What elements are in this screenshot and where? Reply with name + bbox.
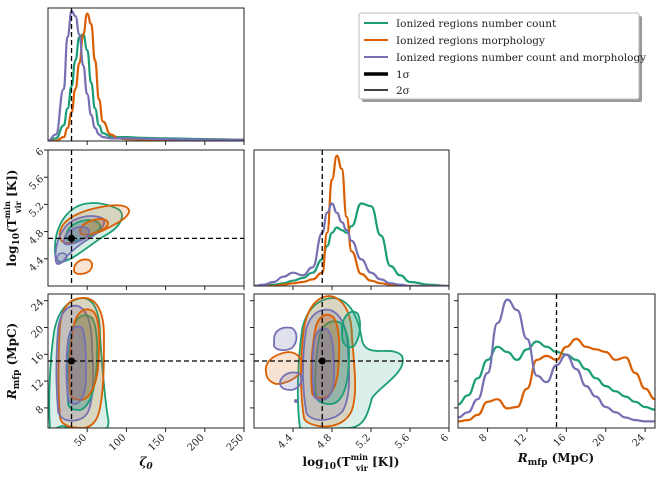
tvir-marginal-green <box>254 202 449 286</box>
panel-rmfp-vs-zeta <box>48 294 244 428</box>
x-tick-label-tvir: 5.6 <box>393 432 412 451</box>
x-tick-label-rmfp: 20 <box>591 432 608 449</box>
legend-label-purple: Ionized regions number count and morphol… <box>396 52 646 64</box>
truth-point <box>318 357 326 365</box>
y-tick-label-tvir: 4.8 <box>27 228 46 247</box>
zeta-marginal-green <box>48 33 244 141</box>
legend-label-green: Ionized regions number count <box>396 18 557 30</box>
panel-rmfp-vs-tvir <box>254 294 449 428</box>
x-tick-label-tvir: 6 <box>439 432 451 444</box>
contour-2sigma-purple-lobe-low <box>279 371 303 391</box>
contour-2sigma-green <box>48 297 110 428</box>
y-tick-label-tvir: 4.4 <box>27 255 46 274</box>
panel-rmfp-zeta-frame <box>47 293 245 429</box>
y-tick-label-tvir: 5.2 <box>27 201 46 220</box>
panel-zeta-marginal <box>48 8 244 141</box>
contour-2sigma-purple-island <box>56 252 68 264</box>
x-tick-label-zeta: 100 <box>107 432 128 453</box>
x-axis-label-tvir: log10(Tmin vir [K]) <box>303 452 400 473</box>
panel-rmfp-tvir-frame <box>253 293 450 429</box>
panel-rmfp-frame <box>457 293 656 429</box>
y-tick-label-rmfp: 12 <box>29 378 46 395</box>
x-tick-label-zeta: 250 <box>225 432 246 453</box>
legend-label-2sigma: 2σ <box>396 85 410 97</box>
panel-tvir-vs-zeta <box>48 150 244 286</box>
contour-2sigma-orange-island <box>73 258 93 275</box>
y-tick-label-tvir: 6 <box>34 146 46 158</box>
rmfp-marginal-purple <box>458 298 655 423</box>
x-tick-label-rmfp: 24 <box>630 432 647 449</box>
y-tick-label-rmfp: 16 <box>29 351 46 368</box>
x-tick-label-rmfp: 8 <box>477 432 489 444</box>
y-axis-label-tvir: log10(Tminvir [K]) <box>2 170 23 267</box>
contour-1sigma-green <box>66 314 99 411</box>
legend: Ionized regions number count Ionized reg… <box>358 12 646 102</box>
x-tick-label-zeta: 50 <box>73 432 90 449</box>
panel-tvir-zeta-frame <box>47 149 245 287</box>
panel-tvir-frame <box>253 149 450 287</box>
panel-rmfp-marginal <box>458 294 655 428</box>
contour-1sigma-orange <box>310 313 341 399</box>
zeta-marginal-orange <box>48 12 244 141</box>
x-axis-label-zeta: ζ0 <box>139 455 153 472</box>
legend-label-orange: Ionized regions morphology <box>396 35 545 47</box>
x-axis-label-rmfp: Rmfp (MpC) <box>517 451 594 468</box>
legend-label-1sigma: 1σ <box>396 69 410 81</box>
panel-tvir-marginal <box>254 150 449 286</box>
x-tick-label-tvir: 5.2 <box>354 432 373 451</box>
contour-2sigma-purple-lobe <box>273 326 298 352</box>
zeta-marginal-purple <box>48 9 244 141</box>
y-tick-label-tvir: 5.6 <box>27 174 46 193</box>
y-tick-label-rmfp: 20 <box>29 324 46 341</box>
contour-1sigma-orange <box>79 218 109 236</box>
contour-1sigma-green-lobe <box>341 310 361 349</box>
x-tick-label-zeta: 150 <box>146 432 167 453</box>
legend-box <box>358 12 640 100</box>
y-axis-label-rmfp: Rmfp (MpC) <box>5 323 22 400</box>
x-tick-label-rmfp: 16 <box>552 432 569 449</box>
truth-point <box>68 234 76 242</box>
truth-point <box>68 357 76 365</box>
contour-1sigma-green <box>314 320 350 405</box>
x-tick-label-rmfp: 12 <box>512 432 529 449</box>
contour-1sigma-purple <box>65 325 87 405</box>
outlier-point <box>294 399 298 403</box>
y-tick-label-rmfp: 8 <box>34 404 46 416</box>
tvir-marginal-purple <box>254 202 449 286</box>
y-tick-label-rmfp: 24 <box>29 297 46 314</box>
x-tick-label-tvir: 4.4 <box>276 432 295 451</box>
panel-zeta-frame <box>47 7 245 142</box>
x-tick-label-zeta: 200 <box>186 432 207 453</box>
x-tick-label-tvir: 4.8 <box>315 432 334 451</box>
tvir-marginal-orange <box>254 154 449 286</box>
contour-2sigma-green <box>296 297 404 428</box>
